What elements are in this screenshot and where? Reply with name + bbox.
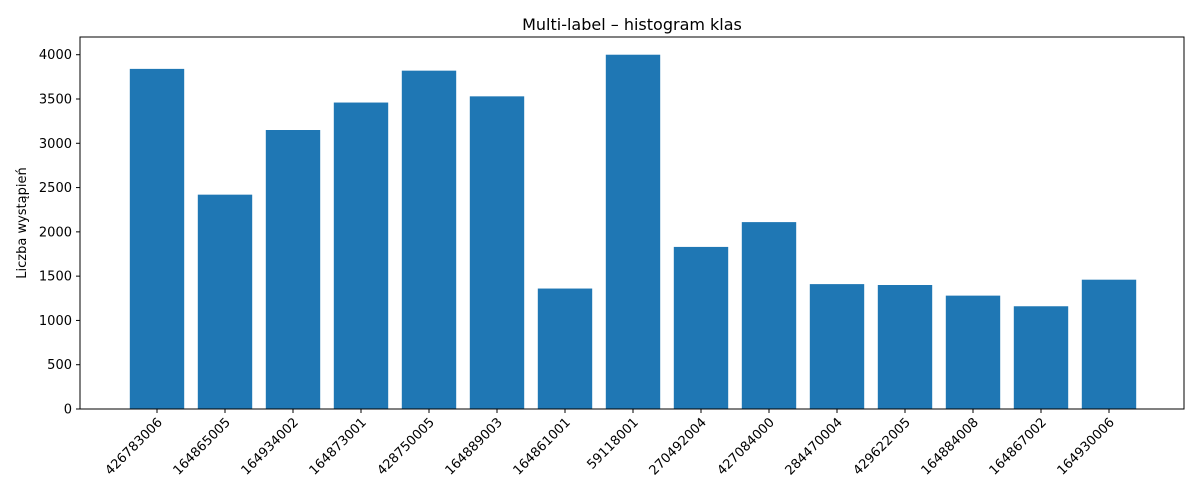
x-tick-label: 270492004	[647, 415, 710, 478]
y-tick-label: 2500	[39, 181, 72, 196]
y-axis-label: Liczba wystąpień	[15, 167, 30, 278]
y-tick-label: 1500	[39, 270, 72, 285]
y-tick-label: 3000	[39, 137, 72, 152]
y-tick-label: 500	[47, 358, 72, 373]
bar-164884008	[945, 295, 1001, 409]
x-axis-ticks: 426783006 164865005 164934002 164873001 4287…	[103, 409, 1118, 478]
y-tick-label: 2000	[39, 225, 72, 240]
bar-284470004	[809, 284, 865, 409]
bar-428750005	[401, 70, 457, 410]
bar-164873001	[333, 102, 389, 410]
x-tick-label: 164867002	[987, 415, 1050, 478]
bar-270492004	[673, 246, 729, 409]
y-tick-label: 1000	[39, 314, 72, 329]
plot-frame	[79, 36, 1185, 410]
x-tick-label: 164889003	[443, 415, 506, 478]
y-tick-label: 0	[64, 403, 72, 418]
chart-title: Multi-label – histogram klas	[522, 15, 742, 34]
bar-59118001	[605, 54, 661, 409]
x-tick-label: 427084000	[715, 415, 778, 478]
bar-164865005	[197, 194, 253, 409]
x-tick-label: 164865005	[171, 415, 234, 478]
bar-164930006	[1081, 279, 1137, 409]
x-tick-label: 164934002	[239, 415, 302, 478]
bar-427084000	[741, 222, 797, 409]
bar-426783006	[129, 68, 185, 409]
x-tick-label: 164930006	[1055, 415, 1118, 478]
y-tick-label: 3500	[39, 93, 72, 108]
bar-164861001	[537, 288, 593, 409]
y-tick-label: 4000	[39, 48, 72, 63]
bar-429622005	[877, 285, 933, 409]
bar-164889003	[469, 96, 525, 409]
x-tick-label: 164884008	[919, 415, 982, 478]
bar-164867002	[1013, 306, 1069, 409]
x-tick-label: 59118001	[584, 415, 641, 472]
bar-164934002	[265, 130, 321, 409]
x-tick-label: 428750005	[375, 415, 438, 478]
x-tick-label: 284470004	[783, 415, 846, 478]
bars-group	[129, 54, 1137, 410]
x-tick-label: 429622005	[851, 415, 914, 478]
x-tick-label: 164873001	[307, 415, 370, 478]
y-axis-ticks: 0 500 1000 1500 2000 2500 3000 3500 4000	[39, 48, 80, 418]
x-tick-label: 426783006	[103, 415, 166, 478]
x-tick-label: 164861001	[511, 415, 574, 478]
